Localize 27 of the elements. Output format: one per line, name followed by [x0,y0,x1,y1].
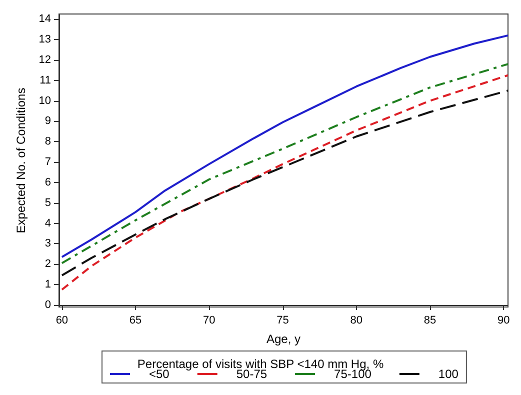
y-tick-label: 8 [44,136,51,148]
y-tick-label: 12 [38,54,51,66]
y-tick-label: 14 [38,13,51,26]
y-tick-label: 5 [44,196,51,209]
x-tick-label: 75 [276,314,289,326]
x-tick-label: 70 [203,314,216,326]
x-axis-title: Age, y [266,332,301,346]
x-tick-label: 60 [56,314,68,326]
y-tick-label: 6 [44,176,51,188]
y-tick-label: 0 [44,298,51,311]
y-tick-label: 1 [44,278,51,291]
y-tick-label: 2 [44,258,51,270]
y-tick-label: 9 [44,115,51,128]
x-tick-label: 90 [497,314,510,326]
y-tick-label: 4 [44,217,51,230]
y-tick-label: 11 [40,74,51,86]
x-tick-label: 65 [129,314,142,326]
line-series [60,34,509,258]
y-axis-title: Expected No. of Conditions [14,88,28,234]
y-tick-label: 13 [38,34,51,46]
y-tick-label: 10 [38,94,51,107]
legend-label: 100 [438,367,459,381]
y-tick-label: 7 [44,156,51,168]
line-series [60,63,509,264]
y-tick-label: 3 [44,238,51,250]
x-tick-label: 85 [424,314,436,326]
x-tick-label: 80 [350,314,362,326]
